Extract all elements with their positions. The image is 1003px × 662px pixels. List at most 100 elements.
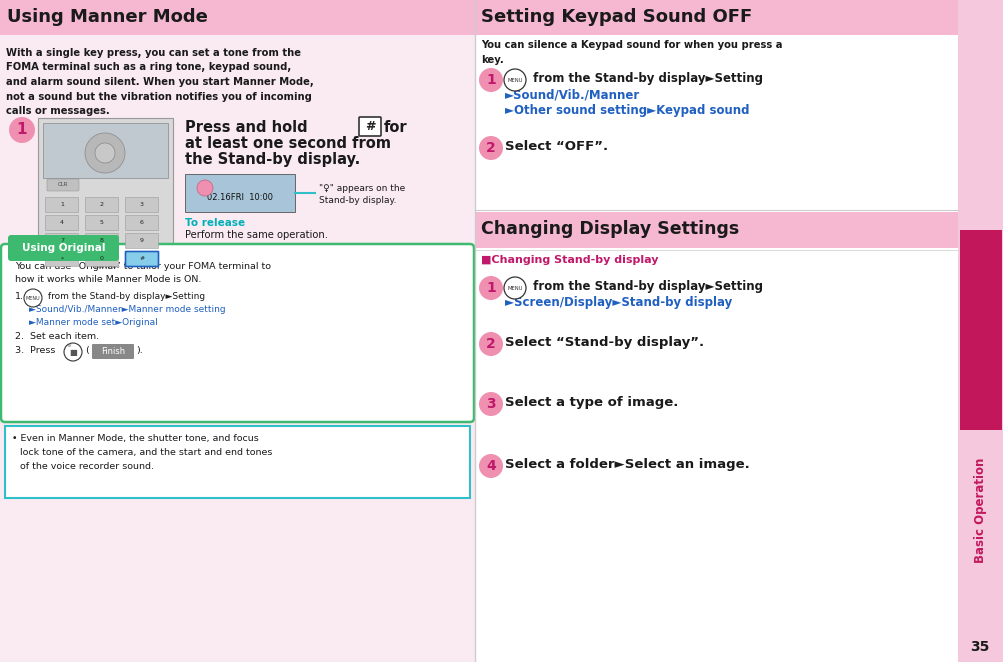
Circle shape [478,454,503,478]
Text: 2: 2 [485,141,495,155]
Text: 3: 3 [485,397,495,411]
FancyBboxPatch shape [1,244,473,422]
FancyBboxPatch shape [85,252,118,267]
Text: Perform the same operation.: Perform the same operation. [185,230,328,240]
Text: Select “OFF”.: Select “OFF”. [505,140,608,153]
Circle shape [478,136,503,160]
FancyBboxPatch shape [0,0,474,35]
FancyBboxPatch shape [5,426,469,498]
FancyBboxPatch shape [957,0,1003,662]
Text: 8: 8 [100,238,104,244]
FancyBboxPatch shape [43,123,168,178]
FancyBboxPatch shape [959,230,1001,430]
FancyBboxPatch shape [45,252,78,267]
Text: ►Screen/Display►Stand-by display: ►Screen/Display►Stand-by display [505,296,731,309]
Text: 1: 1 [17,122,27,138]
Text: key.: key. [480,55,504,65]
Text: 2: 2 [485,337,495,351]
Circle shape [24,289,42,307]
Text: from the Stand-by display►Setting: from the Stand-by display►Setting [45,292,205,301]
Text: 6: 6 [140,220,143,226]
Text: #: # [364,120,375,133]
Circle shape [478,276,503,300]
Text: 1: 1 [60,203,64,207]
FancyBboxPatch shape [125,197,158,213]
Text: MENU: MENU [507,285,523,291]
FancyBboxPatch shape [474,212,957,248]
Text: • Even in Manner Mode, the shutter tone, and focus: • Even in Manner Mode, the shutter tone,… [12,434,259,443]
Text: Finish: Finish [101,347,125,356]
Circle shape [504,277,526,299]
Text: MENU: MENU [26,295,40,301]
Text: ►Sound/Vib./Manner►Manner mode setting: ►Sound/Vib./Manner►Manner mode setting [29,305,226,314]
Circle shape [478,332,503,356]
Text: #: # [139,256,144,261]
FancyBboxPatch shape [125,234,158,248]
Text: 3: 3 [139,203,143,207]
Text: (: ( [85,346,88,355]
Text: 1.: 1. [15,292,24,301]
Text: 4: 4 [485,459,495,473]
FancyBboxPatch shape [0,35,474,662]
Text: and alarm sound silent. When you start Manner Mode,: and alarm sound silent. When you start M… [6,77,314,87]
Text: 35: 35 [969,640,988,654]
Text: Stand-by display.: Stand-by display. [319,196,396,205]
Text: of the voice recorder sound.: of the voice recorder sound. [20,462,153,471]
Text: 02.16FRI  10:00: 02.16FRI 10:00 [207,193,273,202]
Text: 1: 1 [485,281,495,295]
Text: 5: 5 [100,220,104,226]
Text: 4: 4 [60,220,64,226]
Circle shape [504,69,526,91]
Text: Changing Display Settings: Changing Display Settings [480,220,738,238]
Text: lock tone of the camera, and the start and end tones: lock tone of the camera, and the start a… [20,448,272,457]
FancyBboxPatch shape [92,344,133,359]
Text: 0: 0 [100,256,104,261]
Text: 3.  Press: 3. Press [15,346,55,355]
Text: the Stand-by display.: the Stand-by display. [185,152,360,167]
Text: You can silence a Keypad sound for when you press a: You can silence a Keypad sound for when … [480,40,781,50]
FancyBboxPatch shape [8,235,119,261]
Text: ■Changing Stand-by display: ■Changing Stand-by display [480,255,658,265]
Text: ).: ). [135,346,142,355]
Circle shape [197,180,213,196]
FancyBboxPatch shape [38,118,173,273]
Text: With a single key press, you can set a tone from the: With a single key press, you can set a t… [6,48,301,58]
Text: Setting Keypad Sound OFF: Setting Keypad Sound OFF [480,8,751,26]
Text: how it works while Manner Mode is ON.: how it works while Manner Mode is ON. [15,275,202,284]
Circle shape [478,68,503,92]
FancyBboxPatch shape [47,179,79,191]
Text: *: * [60,256,63,261]
Text: from the Stand-by display►Setting: from the Stand-by display►Setting [529,72,762,85]
Text: To release: To release [185,218,245,228]
Text: at least one second from: at least one second from [185,136,390,151]
Text: ■: ■ [69,348,77,357]
Text: 1: 1 [485,73,495,87]
FancyBboxPatch shape [125,216,158,230]
Text: Using Original: Using Original [22,243,105,253]
Text: Using Manner Mode: Using Manner Mode [7,8,208,26]
Text: ►Other sound setting►Keypad sound: ►Other sound setting►Keypad sound [505,104,749,117]
Text: Select a type of image.: Select a type of image. [505,396,678,409]
Text: TV: TV [66,344,71,348]
Text: MENU: MENU [507,77,523,83]
Text: ►Manner mode set►Original: ►Manner mode set►Original [29,318,157,327]
Text: Press and hold: Press and hold [185,120,307,135]
FancyBboxPatch shape [85,216,118,230]
Circle shape [85,133,125,173]
Text: m-docomo: m-docomo [90,264,119,269]
Text: calls or messages.: calls or messages. [6,106,109,116]
FancyBboxPatch shape [185,174,295,212]
FancyBboxPatch shape [125,252,158,267]
FancyBboxPatch shape [85,197,118,213]
Text: Select a folder►Select an image.: Select a folder►Select an image. [505,458,749,471]
Text: ►Sound/Vib./Manner: ►Sound/Vib./Manner [505,88,640,101]
Text: You can use “Original” to tailor your FOMA terminal to: You can use “Original” to tailor your FO… [15,262,271,271]
FancyBboxPatch shape [85,234,118,248]
Text: 9: 9 [139,238,143,244]
Circle shape [478,392,503,416]
Text: 2: 2 [100,203,104,207]
FancyBboxPatch shape [359,117,380,136]
Circle shape [64,343,82,361]
FancyBboxPatch shape [45,234,78,248]
Text: "♀" appears on the: "♀" appears on the [319,184,405,193]
